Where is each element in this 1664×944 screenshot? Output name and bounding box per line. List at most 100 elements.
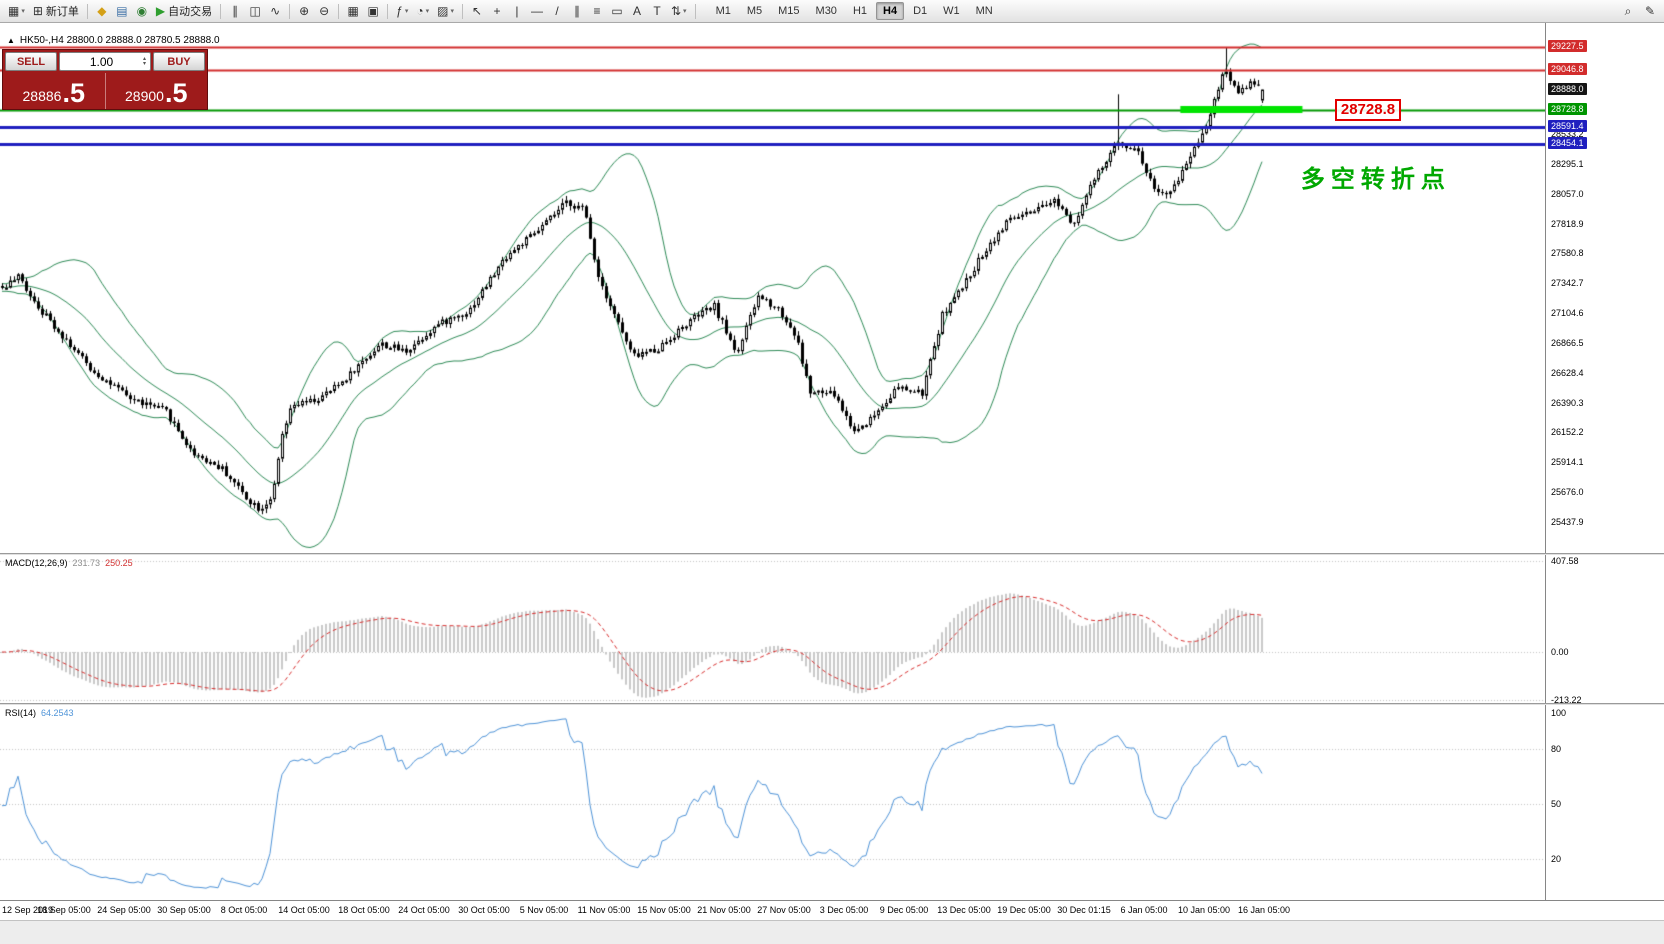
- price-tick-label: 28533.2: [1551, 129, 1584, 140]
- rsi-tick-label: 100: [1551, 708, 1567, 718]
- timeframe-h1-button[interactable]: H1: [852, 5, 867, 17]
- time-label: 10 Jan 05:00: [1177, 905, 1231, 915]
- bar-chart-icon: ∥: [232, 4, 239, 18]
- timeframe-m1-button[interactable]: M1: [715, 5, 731, 17]
- data-window-button[interactable]: ▤: [112, 2, 132, 21]
- cursor-button[interactable]: ↖: [467, 2, 487, 21]
- buy-price-main: 28900: [125, 88, 164, 104]
- line-price-label: 28454.1: [1548, 136, 1587, 149]
- price-axis[interactable]: [1545, 23, 1664, 900]
- time-label: 18 Sep 05:00: [37, 905, 91, 915]
- sell-price-display[interactable]: 28886 .5: [3, 73, 105, 109]
- price-tick-label: 28295.1: [1551, 158, 1584, 169]
- panel-splitter[interactable]: [0, 703, 1664, 705]
- rsi-tick-label: 80: [1551, 744, 1562, 755]
- timeframe-m5-button[interactable]: M5: [746, 5, 763, 17]
- arrows-icon: ⇅: [670, 4, 682, 18]
- panel-splitter[interactable]: [0, 553, 1664, 555]
- macd-tick-label: 0.00: [1551, 647, 1569, 657]
- lot-increase-button[interactable]: ▴: [142, 55, 146, 62]
- time-label: 19 Dec 05:00: [997, 905, 1051, 915]
- price-tick-label: 25676.0: [1551, 487, 1584, 498]
- timeframe-d1-button[interactable]: D1: [913, 5, 928, 17]
- time-axis[interactable]: 12 Sep 2019 18 Sep 05:00 24 Sep 05:00 30 Se…: [0, 900, 1664, 920]
- trendline-button[interactable]: /: [547, 2, 567, 21]
- price-tick-label: 25914.1: [1551, 457, 1584, 468]
- label-icon: T: [653, 4, 661, 18]
- channel-button[interactable]: ∥: [567, 2, 587, 21]
- new-chart-button[interactable]: ▦ ▾: [4, 2, 29, 21]
- macd-tick-label: -213.22: [1551, 694, 1582, 705]
- label-button[interactable]: T: [647, 2, 667, 21]
- dropdown-arrow-icon: ▾: [404, 8, 409, 15]
- vertical-line-icon: |: [515, 4, 519, 18]
- toolbar-right: ⌕ ✎: [1618, 2, 1660, 21]
- price-chart[interactable]: [0, 23, 1545, 553]
- navigator-button[interactable]: ◉: [132, 2, 152, 21]
- time-label: 8 Oct 05:00: [220, 905, 268, 915]
- dropdown-arrow-icon: ▾: [425, 8, 430, 15]
- lot-size-field[interactable]: 1.00 ▴ ▾: [59, 52, 151, 71]
- time-label: 16 Jan 05:00: [1237, 905, 1291, 915]
- zoom-in-icon: ⊕: [299, 4, 310, 18]
- trendline-icon: /: [555, 4, 559, 18]
- macd-panel[interactable]: [0, 555, 1545, 703]
- timeframe-w1-button[interactable]: W1: [943, 5, 960, 17]
- lot-size-value: 1.00: [89, 54, 114, 69]
- time-label: 27 Nov 05:00: [757, 905, 811, 915]
- autotrading-button[interactable]: ▶ 自动交易: [152, 2, 216, 21]
- zoom-out-button[interactable]: ⊖: [314, 2, 334, 21]
- time-label: 24 Oct 05:00: [398, 905, 450, 915]
- rsi-panel[interactable]: [0, 705, 1545, 900]
- lot-decrease-button[interactable]: ▾: [142, 60, 146, 67]
- timeframe-m30-button[interactable]: M30: [815, 5, 837, 17]
- chart-title-text: HK50-,H4 28800.0 28888.0 28780.5 28888.0: [19, 35, 220, 46]
- turning-point-annotation[interactable]: 多空转折点: [1300, 166, 1451, 194]
- search-button[interactable]: ⌕: [1618, 2, 1638, 21]
- edit-button[interactable]: ✎: [1640, 2, 1660, 21]
- arrange-windows-button[interactable]: ▣: [363, 2, 383, 21]
- candlestick-chart-button[interactable]: ◫: [245, 2, 265, 21]
- indicators-button[interactable]: ƒ ▾: [392, 2, 412, 21]
- shapes-icon: ▭: [611, 4, 623, 18]
- candlestick-chart-icon: ◫: [249, 4, 261, 18]
- line-price-label: 28728.8: [1548, 102, 1587, 115]
- crosshair-button[interactable]: +: [487, 2, 507, 21]
- macd-signal-value: 250.25: [105, 558, 133, 568]
- buy-price-display[interactable]: 28900 .5: [104, 73, 208, 109]
- toolbar-separator: [694, 3, 696, 19]
- dropdown-arrow-icon: ▾: [450, 8, 454, 15]
- buy-button[interactable]: BUY: [153, 52, 205, 71]
- arrows-button[interactable]: ⇅ ▾: [667, 2, 691, 21]
- vertical-line-button[interactable]: |: [507, 2, 527, 21]
- price-tick-label: 26866.5: [1551, 337, 1584, 348]
- timeframe-mn-button[interactable]: MN: [975, 5, 993, 17]
- buy-price-fraction: .5: [164, 78, 188, 108]
- channel-icon: ∥: [573, 4, 580, 18]
- time-label: 14 Oct 05:00: [278, 905, 330, 915]
- fibonacci-button[interactable]: ≡: [587, 2, 607, 21]
- text-button[interactable]: A: [627, 2, 647, 21]
- timeframe-m15-button[interactable]: M15: [778, 5, 800, 17]
- templates-button[interactable]: ▨ ▾: [433, 2, 458, 21]
- bar-chart-button[interactable]: ∥: [225, 2, 245, 21]
- shapes-button[interactable]: ▭: [607, 2, 627, 21]
- new-order-button[interactable]: ⊞ 新订单: [29, 2, 83, 21]
- toolbar-separator: [220, 3, 222, 19]
- dropdown-arrow-icon: ▾: [21, 8, 25, 15]
- sell-button[interactable]: SELL: [5, 52, 57, 71]
- market-watch-button[interactable]: ◆: [92, 2, 112, 21]
- timeframe-h4-button[interactable]: H4: [876, 2, 905, 20]
- time-label: 24 Sep 05:00: [97, 905, 151, 915]
- one-click-controls: SELL 1.00 ▴ ▾ BUY: [3, 50, 207, 73]
- line-chart-button[interactable]: ∿: [265, 2, 285, 21]
- data-window-icon: ▤: [116, 4, 128, 18]
- time-label: 15 Nov 05:00: [637, 905, 691, 915]
- horizontal-line-button[interactable]: —: [527, 2, 547, 21]
- price-callout[interactable]: 28728.8: [1334, 98, 1402, 121]
- periods-button[interactable]: ◔ ▾: [412, 2, 433, 21]
- navigator-icon: ◉: [136, 4, 148, 18]
- new-order-button-label: 新订单: [45, 6, 79, 18]
- tile-windows-button[interactable]: ▦: [343, 2, 363, 21]
- zoom-in-button[interactable]: ⊕: [294, 2, 314, 21]
